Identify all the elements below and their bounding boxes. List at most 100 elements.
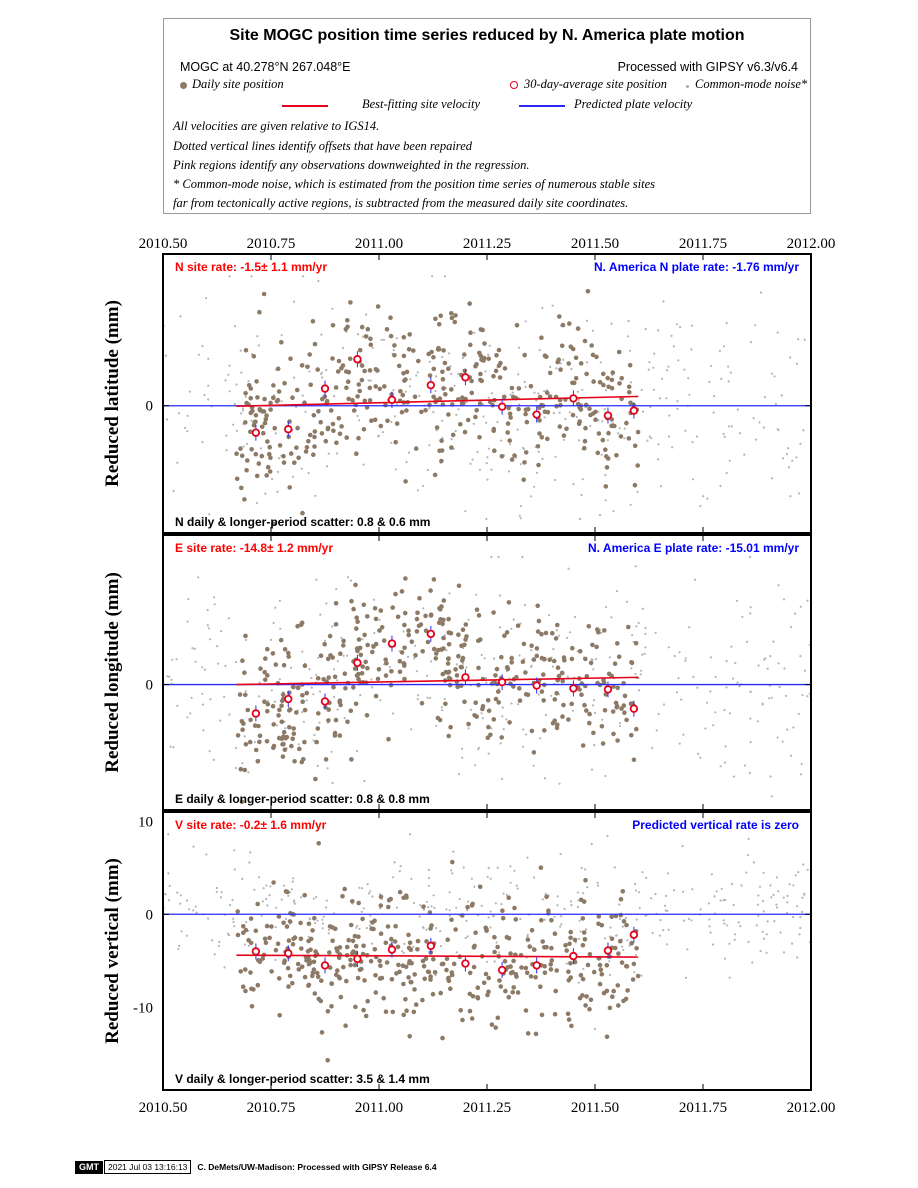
common-mode-point xyxy=(482,415,484,417)
common-mode-point xyxy=(508,470,510,472)
common-mode-point xyxy=(408,452,410,454)
daily-position-point xyxy=(539,918,544,923)
common-mode-point xyxy=(186,899,188,901)
common-mode-point xyxy=(696,687,698,689)
daily-position-point xyxy=(437,322,442,327)
daily-position-point xyxy=(466,418,471,423)
daily-position-point xyxy=(285,924,290,929)
daily-position-point xyxy=(445,956,450,961)
common-mode-point xyxy=(241,878,243,880)
common-mode-point xyxy=(325,602,327,604)
daily-position-point xyxy=(529,643,534,648)
daily-position-point xyxy=(524,692,529,697)
daily-position-point xyxy=(499,735,504,740)
daily-position-point xyxy=(431,395,436,400)
common-mode-point xyxy=(313,898,315,900)
daily-position-point xyxy=(532,657,537,662)
common-mode-point xyxy=(677,677,679,679)
common-mode-point xyxy=(552,305,554,307)
common-mode-point xyxy=(773,920,775,922)
daily-position-point xyxy=(369,959,374,964)
common-mode-point xyxy=(633,971,635,973)
daily-position-point xyxy=(570,657,575,662)
common-mode-point xyxy=(198,354,200,356)
daily-position-point xyxy=(409,947,414,952)
daily-position-point xyxy=(257,461,262,466)
daily-position-point xyxy=(248,396,253,401)
plate-rate-label: N. America N plate rate: -1.76 mm/yr xyxy=(594,260,799,274)
daily-position-point xyxy=(470,1016,475,1021)
daily-position-point xyxy=(461,627,466,632)
common-mode-point xyxy=(304,411,306,413)
daily-position-point xyxy=(261,431,266,436)
common-mode-point xyxy=(626,601,628,603)
daily-position-point xyxy=(338,432,343,437)
daily-position-point xyxy=(450,970,455,975)
common-mode-point xyxy=(642,608,644,610)
daily-position-point xyxy=(288,974,293,979)
daily-position-point xyxy=(365,713,370,718)
daily-position-point xyxy=(581,977,586,982)
daily-position-point xyxy=(393,924,398,929)
daily-position-point xyxy=(365,614,370,619)
daily-position-point xyxy=(287,485,292,490)
daily-position-point xyxy=(548,962,553,967)
daily-position-point xyxy=(255,983,260,988)
daily-position-point xyxy=(566,969,571,974)
common-mode-point xyxy=(726,322,728,324)
common-mode-point xyxy=(738,685,740,687)
daily-position-point xyxy=(455,685,460,690)
common-mode-point xyxy=(450,438,452,440)
common-mode-point xyxy=(462,663,464,665)
common-mode-point xyxy=(619,725,621,727)
daily-position-point xyxy=(631,977,636,982)
common-mode-point xyxy=(313,734,315,736)
common-mode-point xyxy=(728,380,730,382)
common-mode-point xyxy=(450,869,452,871)
daily-position-point xyxy=(582,930,587,935)
daily-position-point xyxy=(319,999,324,1004)
daily-position-point xyxy=(422,964,427,969)
common-mode-point xyxy=(395,468,397,470)
common-mode-point xyxy=(690,348,692,350)
common-mode-point xyxy=(486,462,488,464)
common-mode-point xyxy=(207,917,209,919)
daily-position-point xyxy=(624,997,629,1002)
common-mode-point xyxy=(325,906,327,908)
avg30-point xyxy=(322,962,329,969)
common-mode-point xyxy=(371,686,373,688)
common-mode-point xyxy=(769,884,771,886)
common-mode-point xyxy=(786,453,788,455)
common-mode-point xyxy=(462,357,464,359)
common-mode-point xyxy=(172,746,174,748)
daily-position-point xyxy=(603,708,608,713)
daily-position-point xyxy=(438,607,443,612)
daily-position-point xyxy=(316,676,321,681)
daily-position-point xyxy=(450,860,455,865)
common-mode-point xyxy=(429,697,431,699)
daily-position-point xyxy=(252,420,257,425)
daily-position-point xyxy=(506,421,511,426)
common-mode-point xyxy=(789,356,791,358)
daily-position-point xyxy=(361,1008,366,1013)
daily-position-point xyxy=(606,431,611,436)
daily-position-point xyxy=(396,615,401,620)
common-mode-point xyxy=(209,750,211,752)
common-mode-point xyxy=(274,607,276,609)
common-mode-point xyxy=(586,361,588,363)
common-mode-point xyxy=(342,347,344,349)
daily-position-point xyxy=(619,376,624,381)
common-mode-point xyxy=(712,724,714,726)
daily-position-point xyxy=(257,310,262,315)
common-mode-point xyxy=(455,907,457,909)
daily-position-point xyxy=(245,458,250,463)
common-mode-point xyxy=(724,958,726,960)
common-mode-point xyxy=(363,464,365,466)
common-mode-point xyxy=(176,462,178,464)
common-mode-point xyxy=(389,666,391,668)
daily-position-point xyxy=(522,642,527,647)
daily-position-point xyxy=(623,694,628,699)
common-mode-point xyxy=(358,419,360,421)
common-mode-point xyxy=(218,945,220,947)
daily-position-point xyxy=(241,924,246,929)
